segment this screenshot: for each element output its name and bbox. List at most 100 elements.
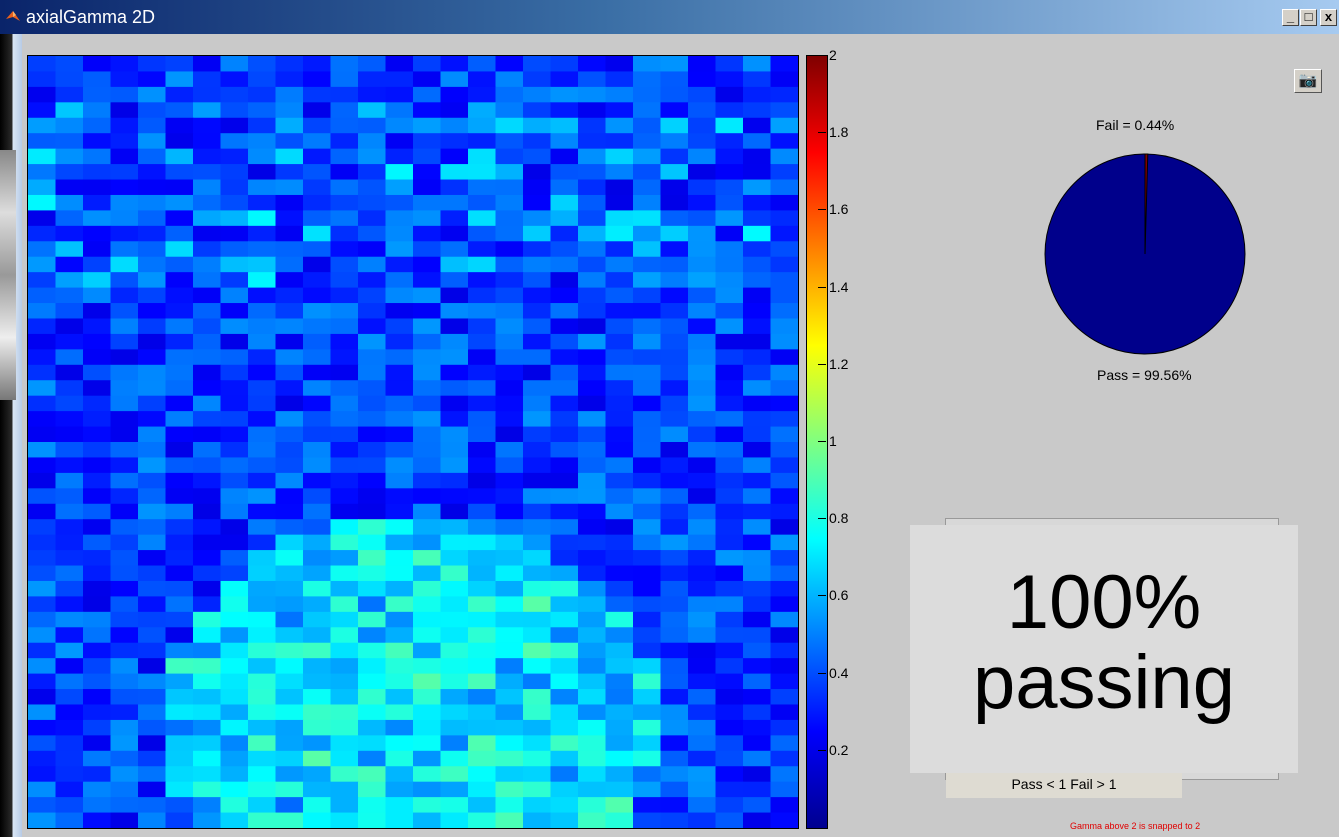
minimize-button[interactable]: _: [1282, 9, 1299, 26]
heatmap-cell: [110, 210, 139, 227]
heatmap-cell: [28, 194, 57, 211]
heatmap-cell: [193, 457, 222, 474]
heatmap-cell: [688, 179, 717, 196]
heatmap-cell: [770, 56, 798, 73]
heatmap-cell: [248, 426, 277, 443]
heatmap-cell: [110, 164, 139, 181]
heatmap-cell: [220, 488, 249, 505]
heatmap-cell: [165, 519, 194, 536]
heatmap-cell: [83, 133, 112, 150]
heatmap-cell: [578, 534, 607, 551]
heatmap-cell: [28, 457, 57, 474]
heatmap-cell: [550, 117, 579, 134]
heatmap-cell: [330, 318, 359, 335]
heatmap-cell: [110, 133, 139, 150]
heatmap-cell: [550, 503, 579, 520]
heatmap-cell: [688, 766, 717, 783]
heatmap-cell: [550, 86, 579, 103]
heatmap-cell: [715, 210, 744, 227]
heatmap-cell: [770, 673, 798, 690]
heatmap-cell: [660, 766, 689, 783]
heatmap-cell: [220, 194, 249, 211]
heatmap-cell: [275, 534, 304, 551]
heatmap-cell: [688, 797, 717, 814]
heatmap-cell: [468, 303, 497, 320]
heatmap-cell: [138, 580, 167, 597]
heatmap-cell: [248, 86, 277, 103]
gamma-heatmap[interactable]: [27, 55, 799, 829]
window-titlebar[interactable]: axialGamma 2D _ □ x: [0, 0, 1339, 34]
heatmap-cell: [193, 750, 222, 767]
heatmap-cell: [605, 735, 634, 752]
heatmap-cell: [193, 411, 222, 428]
heatmap-cell: [715, 704, 744, 721]
heatmap-cell: [55, 689, 84, 706]
heatmap-cell: [248, 71, 277, 88]
heatmap-cell: [605, 380, 634, 397]
heatmap-cell: [330, 658, 359, 675]
heatmap-cell: [385, 503, 414, 520]
heatmap-cell: [495, 781, 524, 798]
heatmap-cell: [28, 627, 57, 644]
heatmap-cell: [138, 550, 167, 567]
heatmap-cell: [770, 333, 798, 350]
heatmap-cell: [468, 133, 497, 150]
heatmap-cell: [220, 148, 249, 165]
heatmap-cell: [358, 395, 387, 412]
heatmap-cell: [28, 503, 57, 520]
heatmap-cell: [578, 565, 607, 582]
heatmap-cell: [220, 611, 249, 628]
heatmap-cell: [138, 117, 167, 134]
heatmap-cell: [715, 611, 744, 628]
heatmap-cell: [220, 56, 249, 73]
heatmap-cell: [248, 689, 277, 706]
heatmap-cell: [523, 179, 552, 196]
heatmap-cell: [468, 689, 497, 706]
heatmap-cell: [248, 735, 277, 752]
heatmap-cell: [28, 580, 57, 597]
heatmap-cell: [413, 303, 442, 320]
heatmap-cell: [193, 472, 222, 489]
heatmap-cell: [358, 241, 387, 258]
heatmap-cell: [110, 179, 139, 196]
heatmap-cell: [248, 411, 277, 428]
heatmap-cell: [523, 565, 552, 582]
heatmap-cell: [193, 380, 222, 397]
heatmap-cell: [770, 442, 798, 459]
heatmap-cell: [330, 550, 359, 567]
heatmap-cell: [523, 411, 552, 428]
heatmap-cell: [165, 534, 194, 551]
heatmap-cell: [330, 642, 359, 659]
heatmap-cell: [715, 550, 744, 567]
heatmap-cell: [165, 395, 194, 412]
heatmap-cell: [550, 704, 579, 721]
heatmap-cell: [605, 364, 634, 381]
heatmap-cell: [413, 534, 442, 551]
heatmap-cell: [83, 364, 112, 381]
heatmap-cell: [770, 735, 798, 752]
heatmap-cell: [440, 472, 469, 489]
heatmap-cell: [275, 303, 304, 320]
camera-button[interactable]: 📷: [1294, 69, 1322, 93]
heatmap-cell: [193, 673, 222, 690]
close-button[interactable]: x: [1320, 9, 1337, 26]
heatmap-cell: [165, 673, 194, 690]
heatmap-cell: [83, 349, 112, 366]
maximize-button[interactable]: □: [1300, 9, 1317, 26]
heatmap-cell: [358, 117, 387, 134]
heatmap-cell: [495, 812, 524, 828]
heatmap-cell: [468, 272, 497, 289]
heatmap-cell: [193, 164, 222, 181]
heatmap-cell: [83, 318, 112, 335]
heatmap-cell: [633, 117, 662, 134]
heatmap-cell: [28, 781, 57, 798]
heatmap-cell: [468, 148, 497, 165]
heatmap-cell: [660, 704, 689, 721]
heatmap-cell: [440, 194, 469, 211]
heatmap-cell: [688, 519, 717, 536]
heatmap-cell: [660, 349, 689, 366]
heatmap-cell: [138, 148, 167, 165]
heatmap-cell: [110, 580, 139, 597]
heatmap-cell: [523, 148, 552, 165]
heatmap-cell: [605, 766, 634, 783]
